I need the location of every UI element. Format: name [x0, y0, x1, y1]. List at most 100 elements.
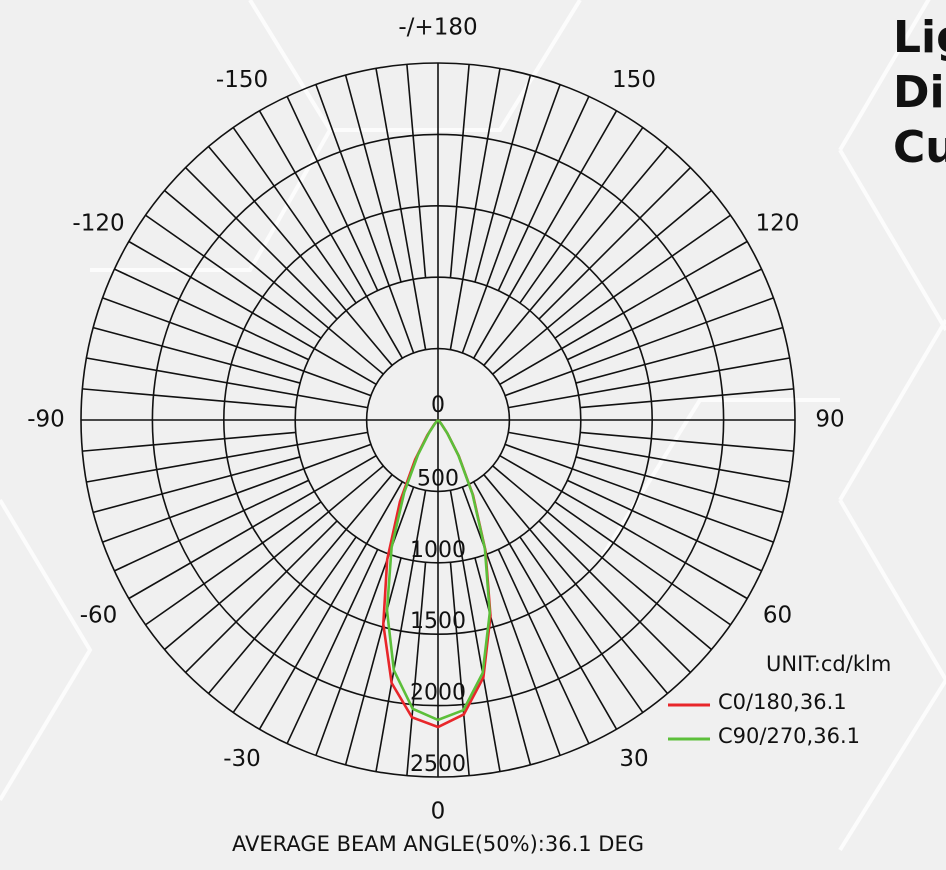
grid-spoke [497, 549, 590, 744]
r-tick-label: 500 [417, 466, 459, 491]
grid-spoke [519, 536, 644, 713]
angle-tick-label: -60 [80, 603, 118, 629]
hex-line [838, 0, 946, 852]
grid-spoke [344, 557, 402, 766]
grid-spoke [86, 357, 368, 409]
grid-spoke [92, 326, 301, 384]
r-tick-label: 2500 [410, 752, 466, 777]
grid-spoke [449, 490, 501, 772]
grid-spoke [82, 431, 296, 452]
grid-spoke [554, 214, 731, 339]
title-line: Light [893, 12, 946, 63]
grid-spoke [286, 549, 379, 744]
grid-spoke [538, 166, 692, 320]
grid-spoke [102, 297, 372, 397]
curves [382, 419, 492, 729]
grid-spoke [483, 146, 669, 366]
grid-spoke [474, 74, 532, 283]
grid-spoke [449, 68, 501, 350]
grid-spoke [474, 557, 532, 766]
angle-tick-label: 90 [815, 407, 844, 433]
grid-spoke [580, 388, 794, 409]
grid-spoke [449, 562, 470, 776]
grid-spoke [580, 431, 794, 452]
grid-spoke [519, 127, 644, 304]
grid-spoke [538, 520, 692, 674]
grid-spoke [315, 84, 415, 354]
grid-spoke [567, 268, 762, 361]
title-line: Curve [893, 122, 946, 173]
grid-spoke [258, 110, 403, 359]
grid-spoke [406, 562, 427, 776]
grid-spoke [461, 84, 561, 354]
grid-spoke [164, 465, 384, 651]
grid-spoke [232, 127, 357, 304]
grid-spoke [315, 486, 415, 756]
angle-tick-label: 60 [763, 603, 792, 629]
grid-spoke [86, 431, 368, 483]
unit-label: UNIT:cd/klm [766, 652, 891, 676]
grid-spoke [375, 68, 427, 350]
grid-spoke [449, 64, 470, 278]
r-tick-label: 2000 [410, 681, 466, 706]
grid-spoke [499, 240, 748, 385]
grid-spoke [286, 96, 379, 291]
grid-spoke [567, 479, 762, 572]
grid-spoke [473, 481, 618, 730]
labels: 0 500 1000 1500 2000 2500 0 30 60 90 120 150 -/+180 -… [27, 15, 860, 825]
grid-spoke [102, 443, 372, 543]
legend-label: C0/180,36.1 [718, 690, 847, 714]
angle-tick-label: -/+180 [398, 15, 477, 41]
grid-spoke [258, 481, 403, 730]
grid-spoke [207, 146, 393, 366]
angle-tick-label: 30 [619, 746, 648, 772]
grid-spoke [575, 326, 784, 384]
grid-spoke [145, 214, 322, 339]
grid-spoke [207, 474, 393, 694]
grid-spoke [504, 443, 774, 543]
grid-spoke [508, 357, 790, 409]
grid-spoke [461, 486, 561, 756]
grid-spoke [504, 297, 774, 397]
r-tick-label: 1500 [410, 609, 466, 634]
grid-spoke [145, 501, 322, 626]
grid-spoke [575, 456, 784, 514]
r-tick-label: 1000 [410, 538, 466, 563]
angle-tick-label: -30 [223, 746, 261, 772]
curve [385, 419, 492, 722]
angle-tick-label: -90 [27, 407, 65, 433]
grid-spoke [114, 479, 309, 572]
grid-spoke [473, 110, 618, 359]
grid-spoke [497, 96, 590, 291]
angle-tick-label: 0 [431, 799, 446, 825]
grid-spoke [492, 189, 712, 375]
legend-label: C90/270,36.1 [718, 724, 860, 748]
grid-spoke [344, 74, 402, 283]
grid-spoke [554, 501, 731, 626]
r-tick-label: 0 [431, 393, 445, 418]
grid-spoke [492, 465, 712, 651]
grid-spoke [82, 388, 296, 409]
grid-spoke [508, 431, 790, 483]
grid-spoke [92, 456, 301, 514]
grid-spoke [232, 536, 357, 713]
grid-spoke [375, 490, 427, 772]
grid-spoke [164, 189, 384, 375]
title-line: Distribution [893, 67, 946, 118]
grid-spoke [406, 64, 427, 278]
grid-spoke [114, 268, 309, 361]
grid-spoke [184, 520, 338, 674]
angle-tick-label: -150 [216, 67, 268, 93]
angle-tick-label: 120 [756, 211, 800, 237]
grid-spoke [128, 240, 377, 385]
footer-note: AVERAGE BEAM ANGLE(50%):36.1 DEG [232, 832, 644, 856]
polar-grid [80, 62, 796, 778]
grid-spoke [499, 455, 748, 600]
grid-spoke [483, 474, 669, 694]
angle-tick-label: 150 [612, 67, 656, 93]
grid-spoke [128, 455, 377, 600]
grid-spoke [184, 166, 338, 320]
